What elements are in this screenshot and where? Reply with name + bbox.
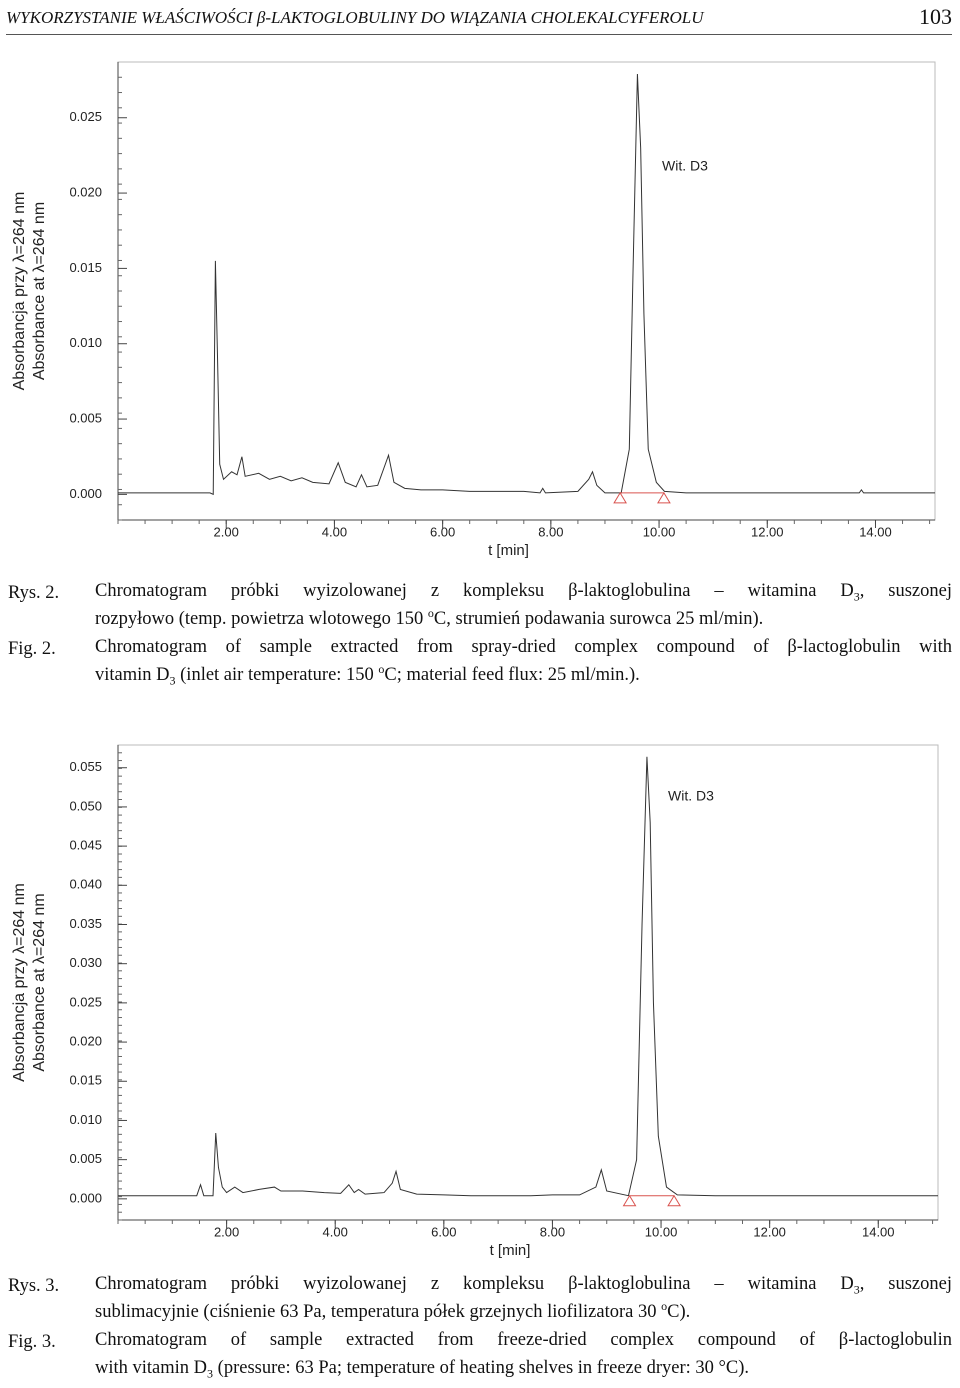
caption-line: Chromatogram próbki wyizolowanej z kompl… <box>95 577 952 605</box>
y-axis-title: Absorbance at λ=264 nm <box>31 893 48 1071</box>
caption-line: vitamin D3 (inlet air temperature: 150 o… <box>95 661 952 689</box>
y-tick-label: 0.025 <box>69 109 102 124</box>
annotation: Wit. D3 <box>668 788 714 804</box>
x-tick-label: 4.00 <box>322 524 347 539</box>
caption-label: Rys. 3. <box>8 1276 60 1296</box>
peak-marker <box>667 1194 681 1207</box>
y-tick-label: 0.005 <box>69 410 102 425</box>
caption-text: C; material feed flux: 25 ml/min.). <box>384 665 640 685</box>
y-axis-title: Absorbancja przy λ=264 nm <box>11 883 28 1082</box>
x-tick-label: 10.00 <box>643 524 676 539</box>
trace <box>118 756 938 1197</box>
plot-frame <box>117 61 936 521</box>
caption-text: , suszonej <box>859 581 952 601</box>
y-tick-label: 0.045 <box>69 838 102 853</box>
x-tick-label: 6.00 <box>430 524 455 539</box>
caption-text: vitamin D <box>95 665 170 685</box>
y-axis-title: Absorbance at λ=264 nm <box>31 202 48 380</box>
y-axis-title: Absorbancja przy λ=264 nm <box>11 192 28 391</box>
x-tick-label: 2.00 <box>214 524 239 539</box>
y-tick-label: 0.015 <box>69 260 102 275</box>
caption-line: with vitamin D3 (pressure: 63 Pa; temper… <box>95 1354 952 1382</box>
caption-label: Fig. 2. <box>8 639 56 659</box>
x-tick-label: 4.00 <box>323 1224 348 1239</box>
x-tick-label: 10.00 <box>645 1224 678 1239</box>
subscript: 3 <box>853 589 860 604</box>
caption-text: (pressure: 63 Pa; temperature of heating… <box>213 1358 750 1378</box>
x-tick-label: 12.00 <box>751 524 784 539</box>
caption-text: , suszonej <box>859 1274 952 1294</box>
caption-line: Chromatogram próbki wyizolowanej z kompl… <box>95 1270 952 1298</box>
peak-marker <box>613 491 627 504</box>
y-tick-label: 0.030 <box>69 955 102 970</box>
caption-line: Chromatogram of sample extracted from fr… <box>95 1326 952 1354</box>
subscript: 3 <box>169 673 176 688</box>
subscript: 3 <box>853 1282 860 1297</box>
y-tick-label: 0.010 <box>69 335 102 350</box>
x-tick-label: 8.00 <box>540 1224 565 1239</box>
y-tick-label: 0.015 <box>69 1073 102 1088</box>
y-tick-label: 0.000 <box>69 486 102 501</box>
caption-text: Chromatogram próbki wyizolowanej z kompl… <box>95 1274 854 1294</box>
page-number: 103 <box>919 4 952 29</box>
caption-text: (inlet air temperature: 150 <box>175 665 379 685</box>
y-tick-label: 0.050 <box>69 798 102 813</box>
x-tick-label: 8.00 <box>538 524 563 539</box>
superscript: o <box>378 661 385 676</box>
caption-label: Rys. 2. <box>8 583 60 603</box>
annotation: Wit. D3 <box>662 158 708 174</box>
y-tick-label: 0.020 <box>69 185 102 200</box>
caption-text: with vitamin D <box>95 1358 208 1378</box>
caption-text: C, strumień podawania surowca 25 ml/min)… <box>433 609 764 629</box>
x-tick-label: 12.00 <box>753 1224 786 1239</box>
caption-text: Chromatogram of sample extracted from sp… <box>95 637 952 657</box>
y-tick-label: 0.055 <box>69 759 102 774</box>
y-tick-label: 0.025 <box>69 994 102 1009</box>
y-tick-label: 0.005 <box>69 1151 102 1166</box>
caption-text: Chromatogram of sample extracted from fr… <box>95 1330 952 1350</box>
caption-text: C). <box>667 1302 691 1322</box>
caption-line: Chromatogram of sample extracted from sp… <box>95 633 952 661</box>
peak-marker <box>622 1194 637 1207</box>
y-tick-label: 0.000 <box>69 1190 102 1205</box>
x-tick-label: 14.00 <box>859 524 892 539</box>
caption-text: sublimacyjnie (ciśnienie 63 Pa, temperat… <box>95 1302 662 1322</box>
y-tick-label: 0.010 <box>69 1112 102 1127</box>
x-tick-label: 14.00 <box>862 1224 895 1239</box>
y-tick-label: 0.040 <box>69 877 102 892</box>
header-title: WYKORZYSTANIE WŁAŚCIWOŚCI β-LAKTOGLOBULI… <box>6 8 704 27</box>
caption-label: Fig. 3. <box>8 1332 56 1352</box>
y-tick-label: 0.035 <box>69 916 102 931</box>
superscript: o <box>427 605 434 620</box>
trace <box>118 74 935 496</box>
caption-text: rozpyłowo (temp. powietrza wlotowego 150 <box>95 609 428 629</box>
x-tick-label: 2.00 <box>214 1224 239 1239</box>
x-axis-title: t [min] <box>488 542 529 559</box>
caption-line: sublimacyjnie (ciśnienie 63 Pa, temperat… <box>95 1298 952 1326</box>
plot-frame <box>117 744 939 1221</box>
superscript: o <box>661 1298 668 1313</box>
running-header: WYKORZYSTANIE WŁAŚCIWOŚCI β-LAKTOGLOBULI… <box>6 4 952 35</box>
subscript: 3 <box>207 1366 214 1381</box>
y-tick-label: 0.020 <box>69 1034 102 1049</box>
caption-text: Chromatogram próbki wyizolowanej z kompl… <box>95 581 854 601</box>
x-axis-title: t [min] <box>490 1242 531 1259</box>
peak-marker <box>657 491 671 504</box>
x-tick-label: 6.00 <box>431 1224 456 1239</box>
caption-line: rozpyłowo (temp. powietrza wlotowego 150… <box>95 605 952 633</box>
